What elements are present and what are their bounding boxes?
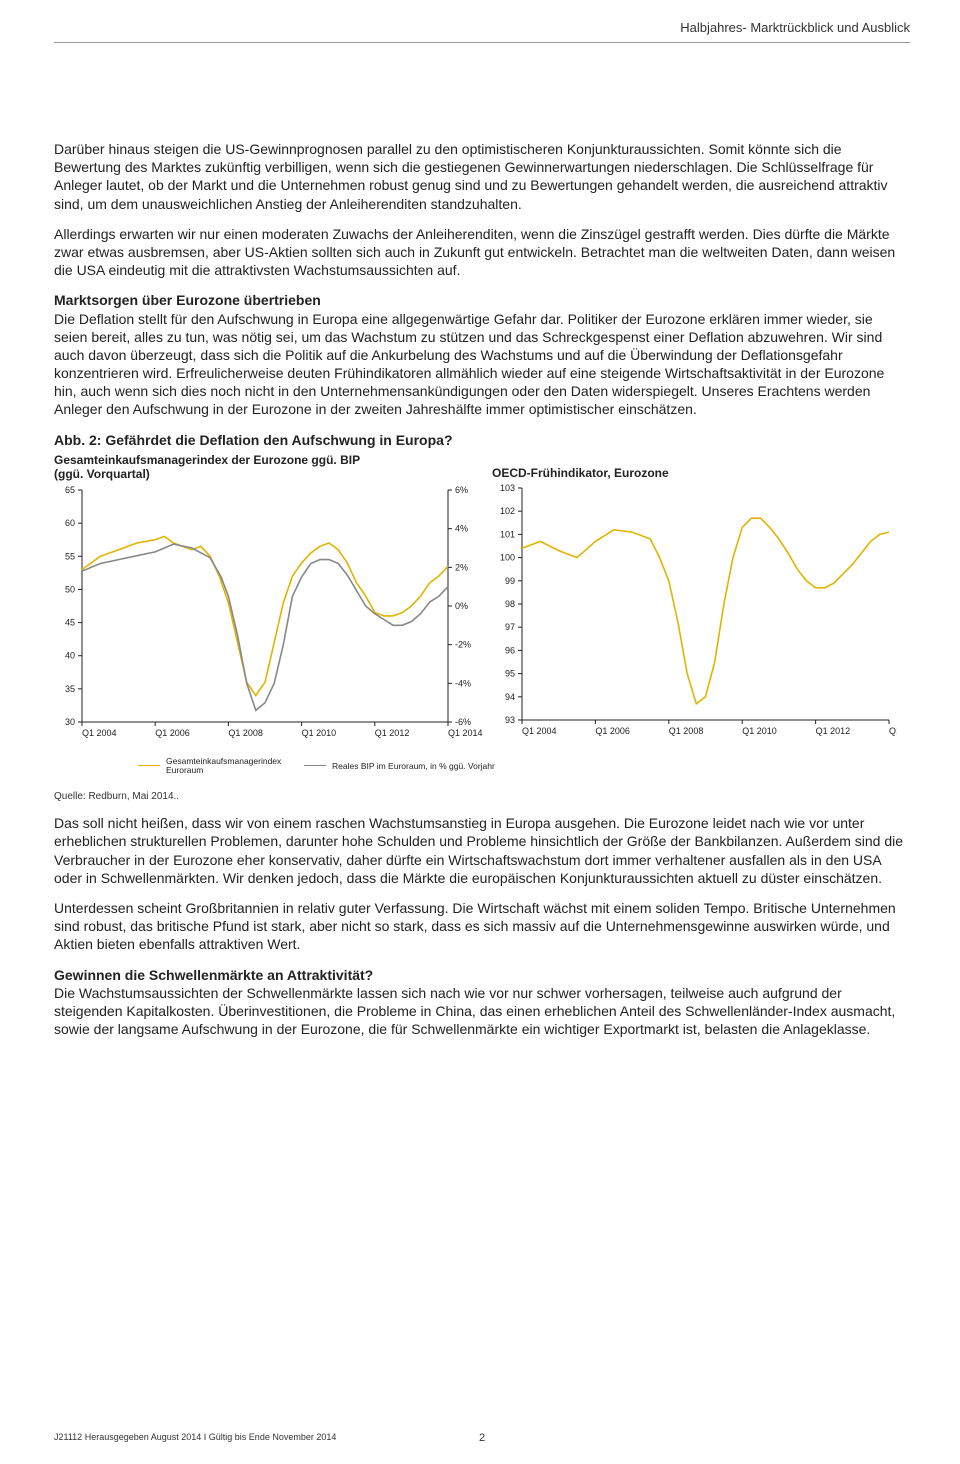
svg-text:65: 65 <box>65 485 75 495</box>
svg-text:103: 103 <box>500 483 515 493</box>
svg-text:2%: 2% <box>455 562 468 572</box>
svg-text:93: 93 <box>505 715 515 725</box>
chart1-title-line2: (ggü. Vorquartal) <box>54 467 150 481</box>
svg-text:Q1 2006: Q1 2006 <box>595 726 630 736</box>
svg-text:99: 99 <box>505 576 515 586</box>
svg-text:98: 98 <box>505 599 515 609</box>
legend-gdp-swatch <box>304 765 326 766</box>
footer: J21112 Herausgegeben August 2014 I Gülti… <box>54 1432 910 1442</box>
heading-text: Marktsorgen über Eurozone übertrieben <box>54 292 321 308</box>
chart-oecd: OECD-Frühindikator, Eurozone 93949596979… <box>492 453 907 749</box>
svg-text:-4%: -4% <box>455 678 471 688</box>
section-heading-eurozone: Marktsorgen über Eurozone übertrieben <box>54 291 910 309</box>
footer-left: J21112 Herausgegeben August 2014 I Gülti… <box>54 1432 336 1442</box>
header-title: Halbjahres- Marktrückblick und Ausblick <box>680 20 910 35</box>
svg-text:Q1 2012: Q1 2012 <box>816 726 851 736</box>
svg-text:Q1 2010: Q1 2010 <box>302 728 337 738</box>
header-rule <box>54 42 910 43</box>
chart2-svg: 93 94 95 96 97 98 99 100 101 102 103 Q1 2004 Q1 2006… <box>492 482 897 742</box>
svg-text:0%: 0% <box>455 601 468 611</box>
svg-text:-6%: -6% <box>455 717 471 727</box>
svg-text:102: 102 <box>500 506 515 516</box>
svg-text:55: 55 <box>65 551 75 561</box>
paragraph-4: Das soll nicht heißen, dass wir von eine… <box>54 814 910 887</box>
chart1-svg: 30 35 40 45 50 55 60 65 -6% -4% -2% 0% 2% 4% 6% Q1 2004… <box>54 484 484 744</box>
svg-text:50: 50 <box>65 584 75 594</box>
figure-title: Abb. 2: Gefährdet die Deflation den Aufs… <box>54 431 910 449</box>
legend-gdp-label: Reales BIP im Euroraum, in % ggü. Vorjah… <box>332 761 495 771</box>
page-number: 2 <box>479 1432 485 1444</box>
svg-text:4%: 4% <box>455 523 468 533</box>
chart1-legend: Gesamteinkaufsmanagerindex Euroraum Real… <box>138 757 910 776</box>
svg-text:Q1 2004: Q1 2004 <box>82 728 117 738</box>
svg-text:45: 45 <box>65 617 75 627</box>
section-heading-em: Gewinnen die Schwellenmärkte an Attrakti… <box>54 966 910 984</box>
svg-text:40: 40 <box>65 650 75 660</box>
svg-text:-2%: -2% <box>455 639 471 649</box>
svg-text:35: 35 <box>65 683 75 693</box>
page: Halbjahres- Marktrückblick und Ausblick … <box>0 0 960 1464</box>
svg-text:Q1 2006: Q1 2006 <box>155 728 190 738</box>
svg-text:30: 30 <box>65 717 75 727</box>
svg-text:6%: 6% <box>455 485 468 495</box>
paragraph-3: Die Deflation stellt für den Aufschwung … <box>54 310 910 419</box>
legend-pmi-swatch <box>138 765 160 766</box>
chart1-title: Gesamteinkaufsmanagerindex der Eurozone … <box>54 453 484 482</box>
chart-pmi-gdp: Gesamteinkaufsmanagerindex der Eurozone … <box>54 453 484 749</box>
paragraph-5: Unterdessen scheint Großbritannien in re… <box>54 899 910 954</box>
source-note: Quelle: Redburn, Mai 2014.. <box>54 791 910 802</box>
svg-text:94: 94 <box>505 692 515 702</box>
svg-text:95: 95 <box>505 669 515 679</box>
body: Darüber hinaus steigen die US-Gewinnprog… <box>54 140 910 1050</box>
svg-text:Q1 2004: Q1 2004 <box>522 726 557 736</box>
svg-text:Q1 2008: Q1 2008 <box>228 728 263 738</box>
svg-text:97: 97 <box>505 622 515 632</box>
svg-text:100: 100 <box>500 553 515 563</box>
svg-text:Q1 2012: Q1 2012 <box>375 728 410 738</box>
svg-text:101: 101 <box>500 530 515 540</box>
svg-text:60: 60 <box>65 518 75 528</box>
svg-text:Q1 2010: Q1 2010 <box>742 726 777 736</box>
svg-text:96: 96 <box>505 646 515 656</box>
legend-pmi-label: Gesamteinkaufsmanagerindex Euroraum <box>166 757 276 776</box>
chart2-title: OECD-Frühindikator, Eurozone <box>492 453 907 480</box>
paragraph-1: Darüber hinaus steigen die US-Gewinnprog… <box>54 140 910 213</box>
svg-text:Q1 2014: Q1 2014 <box>889 726 897 736</box>
legend-gdp: Reales BIP im Euroraum, in % ggü. Vorjah… <box>304 761 495 771</box>
paragraph-2: Allerdings erwarten wir nur einen modera… <box>54 225 910 280</box>
charts-row: Gesamteinkaufsmanagerindex der Eurozone … <box>54 453 910 749</box>
svg-text:Q1 2008: Q1 2008 <box>669 726 704 736</box>
legend-pmi: Gesamteinkaufsmanagerindex Euroraum <box>138 757 276 776</box>
heading-text-em: Gewinnen die Schwellenmärkte an Attrakti… <box>54 967 373 983</box>
chart1-title-line1: Gesamteinkaufsmanagerindex der Eurozone … <box>54 453 360 467</box>
svg-text:Q1 2014: Q1 2014 <box>448 728 483 738</box>
paragraph-6: Die Wachstumsaussichten der Schwellenmär… <box>54 984 910 1039</box>
